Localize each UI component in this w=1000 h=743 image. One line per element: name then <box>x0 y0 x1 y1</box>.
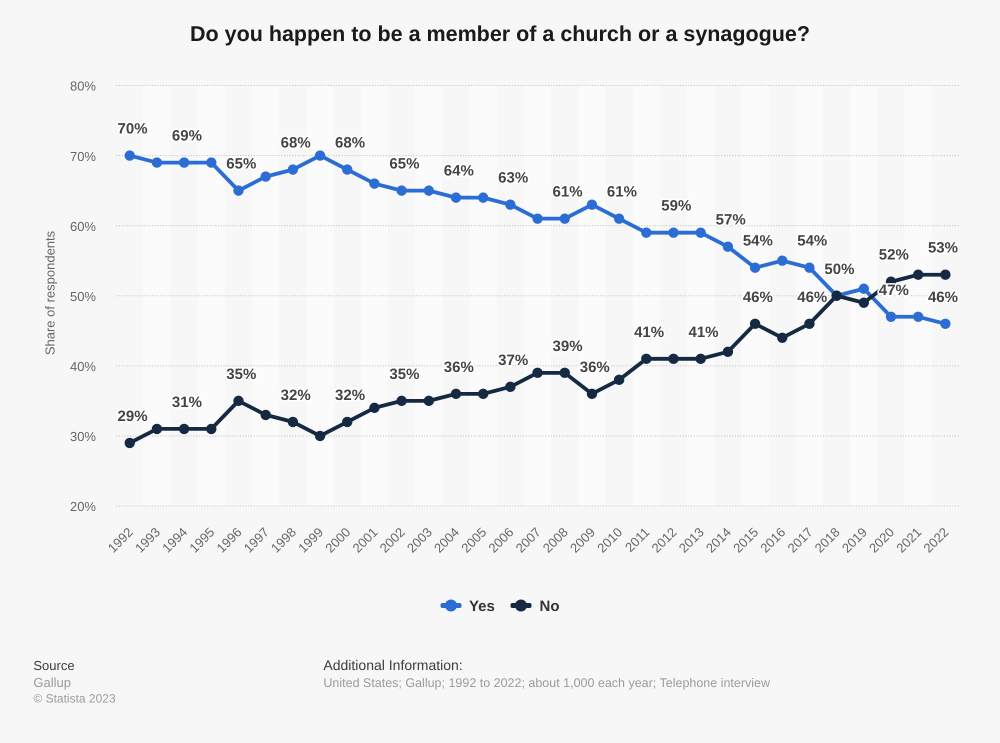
svg-text:32%: 32% <box>281 387 311 404</box>
svg-text:68%: 68% <box>281 135 311 152</box>
svg-text:36%: 36% <box>444 359 474 376</box>
svg-text:46%: 46% <box>797 289 827 306</box>
svg-text:68%: 68% <box>335 135 365 152</box>
svg-text:61%: 61% <box>607 184 637 201</box>
svg-text:65%: 65% <box>389 156 419 173</box>
svg-text:20%: 20% <box>70 499 96 514</box>
svg-text:1995: 1995 <box>186 525 217 556</box>
svg-text:Yes: Yes <box>469 598 495 615</box>
svg-text:2011: 2011 <box>622 525 652 555</box>
svg-text:2014: 2014 <box>703 525 734 556</box>
svg-text:Source: Source <box>33 658 74 673</box>
svg-text:2001: 2001 <box>350 525 381 556</box>
svg-text:41%: 41% <box>634 324 664 341</box>
svg-text:60%: 60% <box>70 219 96 234</box>
svg-text:69%: 69% <box>172 128 202 145</box>
svg-text:1997: 1997 <box>241 525 272 556</box>
svg-text:47%: 47% <box>879 282 909 299</box>
svg-text:2005: 2005 <box>458 525 489 556</box>
svg-text:53%: 53% <box>928 240 958 257</box>
svg-text:1999: 1999 <box>295 525 326 556</box>
svg-text:Do you happen to be a member o: Do you happen to be a member of a church… <box>190 22 810 46</box>
svg-text:36%: 36% <box>580 359 610 376</box>
svg-text:2002: 2002 <box>377 525 408 556</box>
svg-text:70%: 70% <box>118 121 148 138</box>
svg-text:Gallup: Gallup <box>33 675 71 690</box>
svg-text:2020: 2020 <box>866 525 897 556</box>
svg-text:50%: 50% <box>824 261 854 278</box>
svg-text:1994: 1994 <box>159 525 190 556</box>
svg-text:61%: 61% <box>553 184 583 201</box>
svg-text:2007: 2007 <box>513 525 544 556</box>
svg-text:57%: 57% <box>716 212 746 229</box>
svg-text:2008: 2008 <box>540 525 571 556</box>
svg-text:37%: 37% <box>498 352 528 369</box>
svg-text:64%: 64% <box>444 163 474 180</box>
svg-text:30%: 30% <box>70 429 96 444</box>
svg-text:35%: 35% <box>389 366 419 383</box>
svg-text:41%: 41% <box>688 324 718 341</box>
svg-text:46%: 46% <box>743 289 773 306</box>
svg-text:Share of respondents: Share of respondents <box>43 230 58 355</box>
svg-text:1998: 1998 <box>268 525 299 556</box>
svg-text:35%: 35% <box>226 366 256 383</box>
svg-text:2004: 2004 <box>431 525 462 556</box>
svg-text:70%: 70% <box>70 149 96 164</box>
svg-text:© Statista 2023: © Statista 2023 <box>33 692 116 706</box>
svg-text:80%: 80% <box>70 79 96 94</box>
svg-text:2022: 2022 <box>920 525 951 556</box>
svg-text:2015: 2015 <box>730 525 761 556</box>
svg-text:2019: 2019 <box>839 525 870 556</box>
svg-text:39%: 39% <box>553 338 583 355</box>
svg-text:2000: 2000 <box>322 525 353 556</box>
svg-text:54%: 54% <box>743 233 773 250</box>
svg-text:31%: 31% <box>172 394 202 411</box>
svg-text:2003: 2003 <box>404 525 435 556</box>
svg-text:52%: 52% <box>879 247 909 264</box>
svg-text:1992: 1992 <box>105 525 136 556</box>
svg-text:63%: 63% <box>498 170 528 187</box>
svg-text:2006: 2006 <box>485 525 516 556</box>
svg-text:2009: 2009 <box>567 525 598 556</box>
svg-text:2017: 2017 <box>785 525 816 556</box>
svg-text:Additional Information:: Additional Information: <box>323 657 462 673</box>
svg-text:2021: 2021 <box>893 525 924 556</box>
svg-text:2010: 2010 <box>594 525 625 556</box>
svg-text:2012: 2012 <box>649 525 680 556</box>
svg-text:2018: 2018 <box>812 525 843 556</box>
svg-text:No: No <box>540 598 560 615</box>
svg-text:40%: 40% <box>70 359 96 374</box>
svg-text:United States; Gallup; 1992 to: United States; Gallup; 1992 to 2022; abo… <box>323 676 771 690</box>
svg-text:59%: 59% <box>661 198 691 215</box>
svg-text:1993: 1993 <box>132 525 163 556</box>
svg-text:32%: 32% <box>335 387 365 404</box>
svg-text:54%: 54% <box>797 233 827 250</box>
svg-text:29%: 29% <box>118 408 148 425</box>
svg-text:50%: 50% <box>70 289 96 304</box>
svg-text:2013: 2013 <box>676 525 707 556</box>
svg-text:1996: 1996 <box>214 525 245 556</box>
svg-text:65%: 65% <box>226 156 256 173</box>
svg-text:46%: 46% <box>928 289 958 306</box>
svg-text:2016: 2016 <box>757 525 788 556</box>
